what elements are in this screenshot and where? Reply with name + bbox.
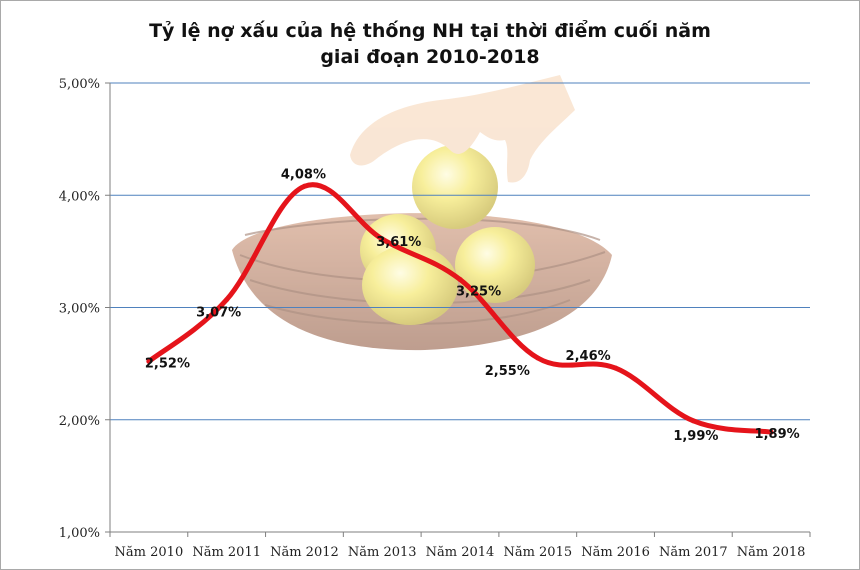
x-tick-label: Năm 2017 bbox=[659, 545, 728, 560]
golden-egg-1 bbox=[412, 145, 498, 229]
y-axis-ticks: 1,00% 2,00% 3,00% 4,00% 5,00% bbox=[59, 77, 110, 541]
x-tick-label: Năm 2011 bbox=[192, 545, 261, 560]
gridlines bbox=[110, 82, 810, 421]
data-point bbox=[224, 297, 230, 303]
data-point bbox=[613, 365, 619, 371]
data-point bbox=[535, 355, 541, 361]
x-tick-label: Năm 2015 bbox=[503, 545, 572, 560]
data-point bbox=[379, 236, 385, 242]
data-label: 1,89% bbox=[755, 427, 800, 442]
series-npl-ratio bbox=[146, 182, 774, 435]
background-illustration bbox=[232, 75, 612, 351]
y-tick-label: 5,00% bbox=[59, 77, 100, 92]
chart-title-line-1: Tỷ lệ nợ xấu của hệ thống NH tại thời đi… bbox=[149, 20, 711, 42]
data-point bbox=[768, 429, 774, 435]
x-tick-label: Năm 2013 bbox=[348, 545, 417, 560]
golden-egg-3 bbox=[455, 227, 535, 303]
x-tick-label: Năm 2014 bbox=[426, 545, 495, 560]
data-label: 2,46% bbox=[566, 349, 611, 364]
data-label: 3,07% bbox=[196, 306, 241, 321]
data-label: 3,61% bbox=[376, 235, 421, 250]
data-point bbox=[690, 418, 696, 424]
data-point bbox=[301, 183, 307, 189]
data-point bbox=[457, 276, 463, 282]
data-point bbox=[146, 358, 152, 364]
data-label: 2,52% bbox=[145, 356, 190, 371]
data-label: 1,99% bbox=[673, 429, 718, 444]
data-label: 3,25% bbox=[456, 284, 501, 299]
x-axis-ticks: Năm 2010 Năm 2011 Năm 2012 Năm 2013 Năm 2014… bbox=[109, 532, 811, 560]
series-line bbox=[146, 182, 774, 435]
y-tick-label: 4,00% bbox=[59, 189, 100, 204]
x-tick-label: Năm 2018 bbox=[737, 545, 806, 560]
y-tick-label: 1,00% bbox=[59, 526, 100, 541]
x-tick-label: Năm 2012 bbox=[270, 545, 339, 560]
chart-title-line-2: giai đoạn 2010-2018 bbox=[320, 46, 540, 68]
data-label: 4,08% bbox=[281, 167, 326, 182]
data-label: 2,55% bbox=[485, 364, 530, 379]
x-tick-label: Năm 2016 bbox=[581, 545, 650, 560]
hand bbox=[350, 75, 575, 183]
x-tick-label: Năm 2010 bbox=[115, 545, 184, 560]
y-tick-label: 3,00% bbox=[59, 302, 100, 317]
y-tick-label: 2,00% bbox=[59, 414, 100, 429]
data-labels: 2,52% 3,07% 4,08% 3,61% 3,25% 2,55% 2,46% 1,99%… bbox=[145, 167, 800, 444]
golden-egg-4 bbox=[362, 245, 458, 325]
